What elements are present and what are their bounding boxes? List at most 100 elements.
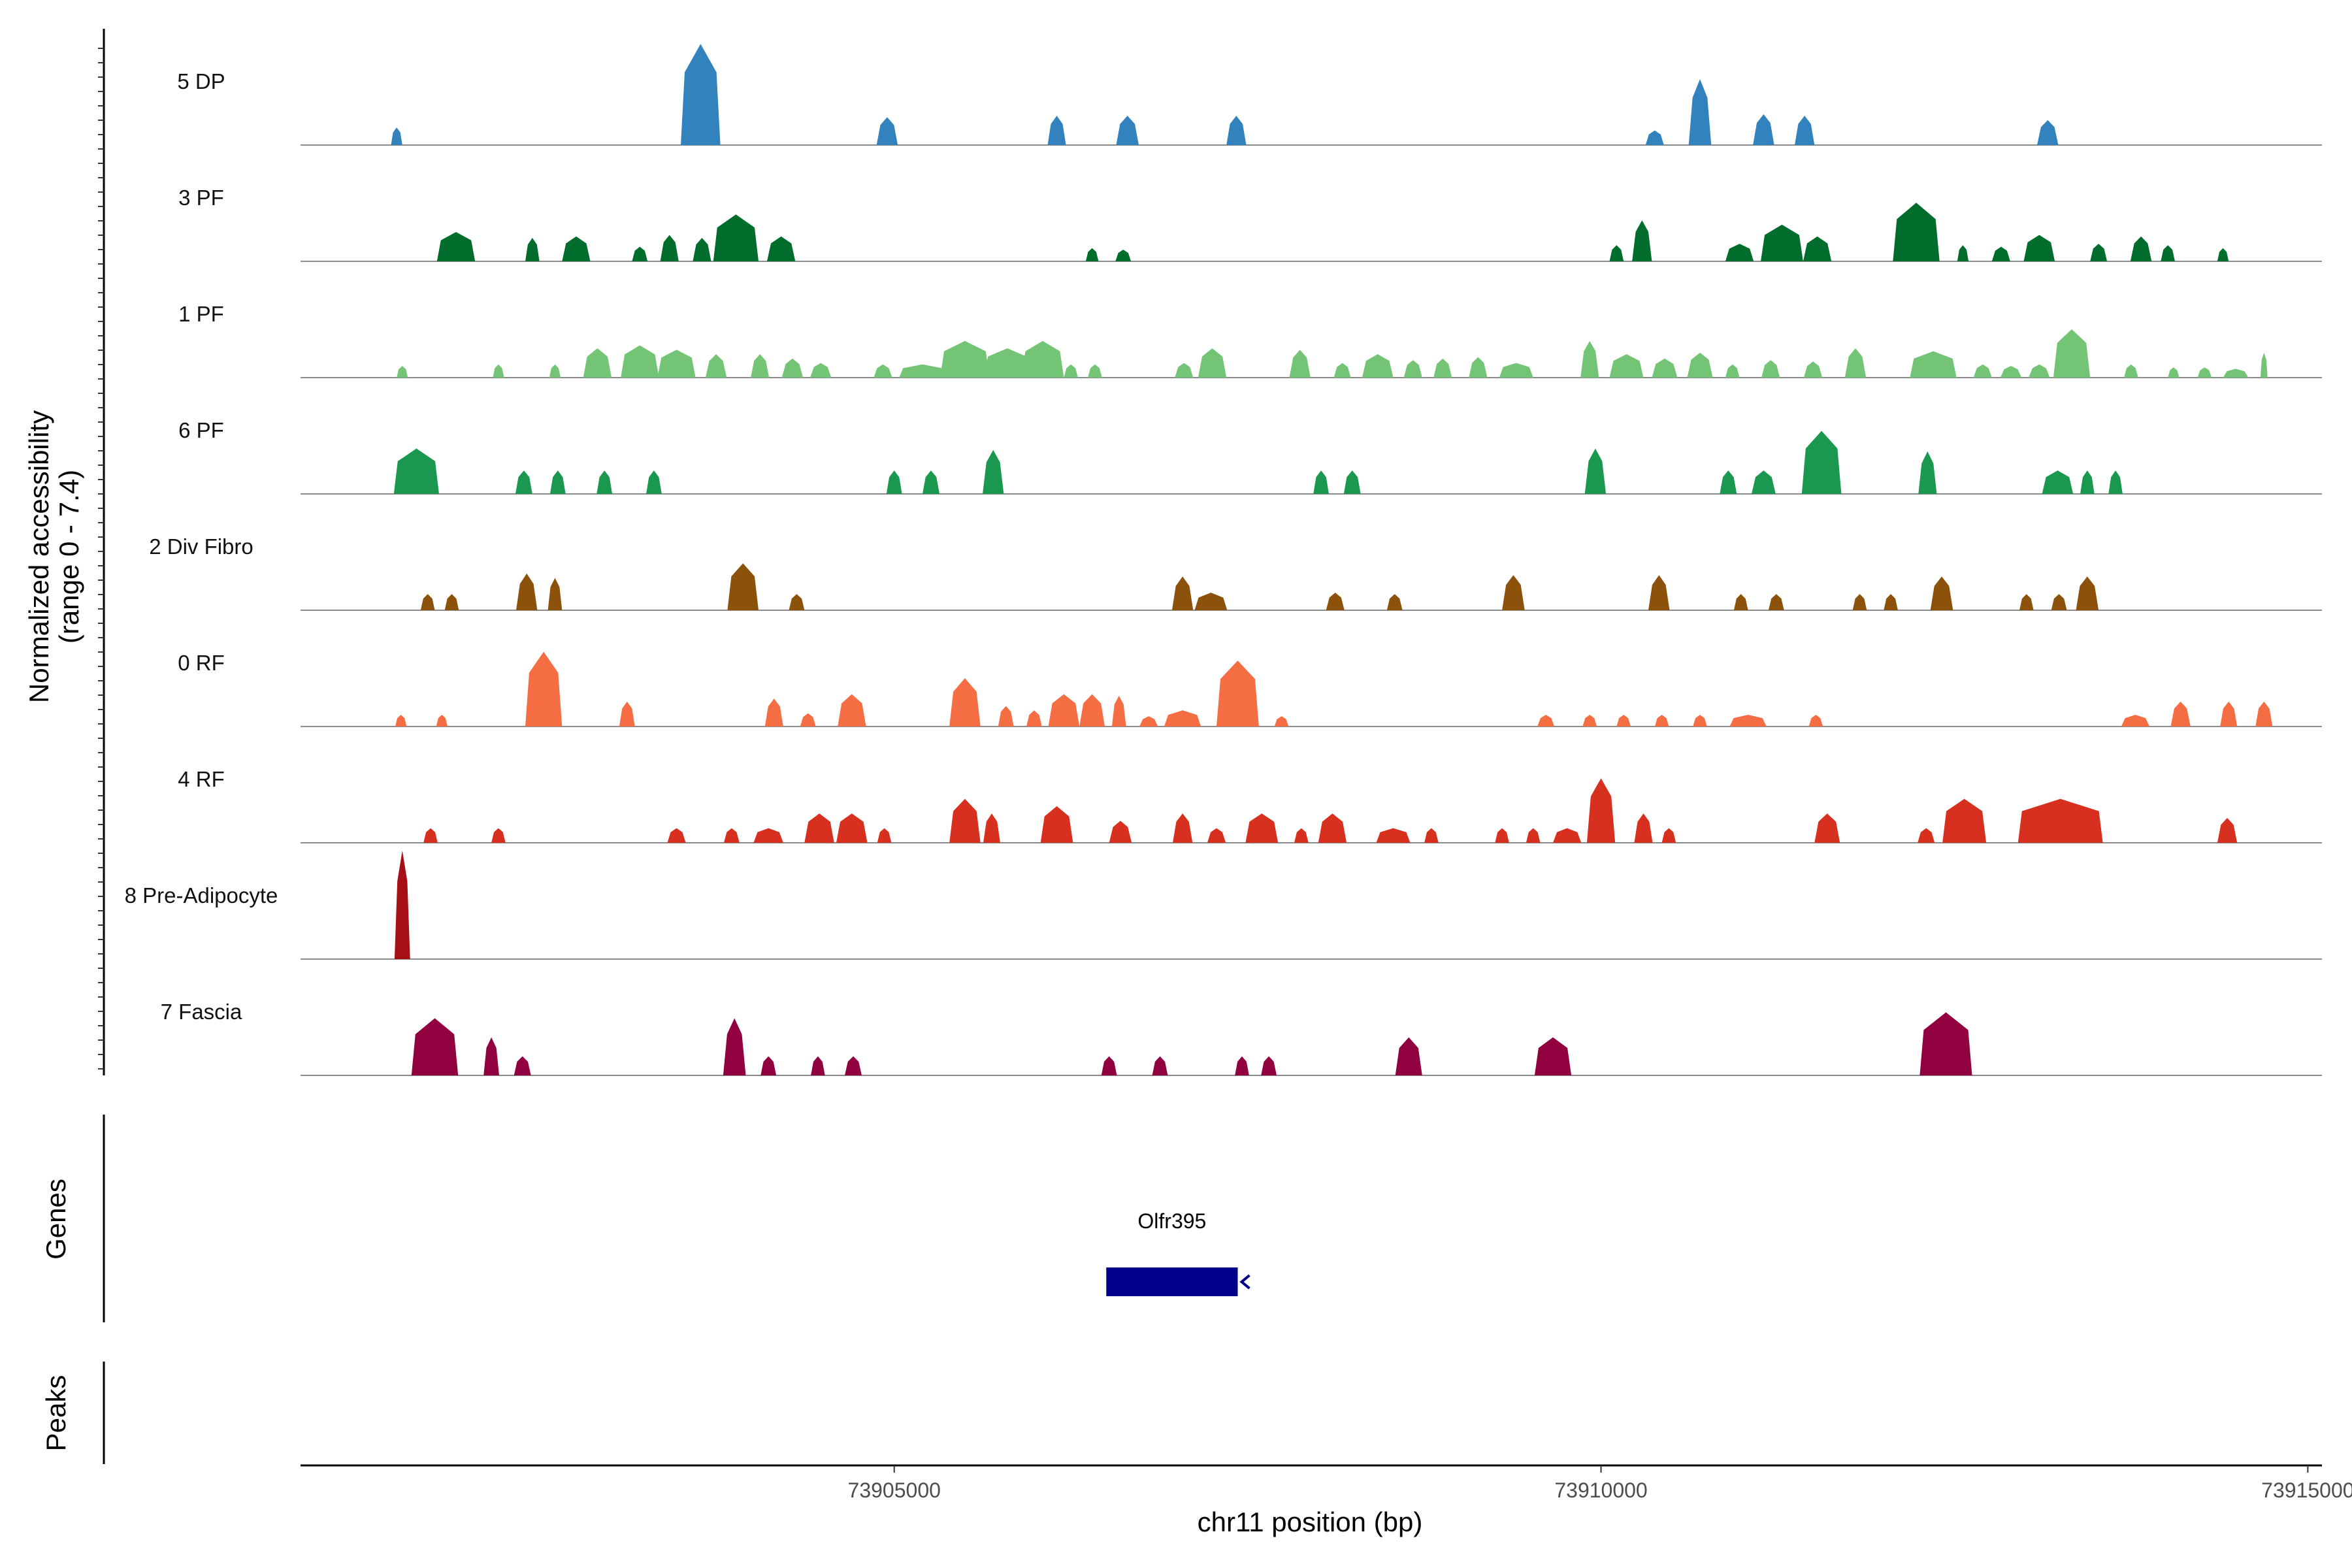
accessibility-peak	[1088, 364, 1102, 378]
track-8-pre-adipocyte: 8 Pre-Adipocyte	[125, 851, 2322, 960]
accessibility-peak	[1469, 357, 1488, 378]
accessibility-peak	[693, 238, 711, 261]
accessibility-peak	[2051, 594, 2067, 610]
accessibility-peak	[1580, 340, 1599, 378]
accessibility-peak	[1313, 470, 1329, 494]
accessibility-peak	[2053, 329, 2091, 378]
accessibility-peak	[810, 363, 832, 378]
accessibility-peak	[1634, 813, 1653, 843]
accessibility-peak	[1502, 575, 1525, 610]
accessibility-peak	[1433, 358, 1452, 378]
accessibility-peak	[2042, 470, 2074, 494]
accessibility-peak	[621, 345, 659, 378]
accessibility-peak	[1289, 350, 1311, 378]
accessibility-peak	[2260, 352, 2268, 378]
track-label: 0 RF	[178, 651, 225, 675]
accessibility-peak	[751, 354, 770, 378]
accessibility-peak	[753, 828, 783, 843]
track-label: 5 DP	[177, 69, 225, 93]
accessibility-peak	[1733, 594, 1748, 610]
accessibility-peak	[1235, 1056, 1249, 1075]
accessibility-peak	[1753, 114, 1774, 145]
accessibility-peak	[1395, 1037, 1422, 1075]
accessibility-peak	[2197, 367, 2212, 378]
accessibility-peak	[397, 366, 408, 378]
accessibility-peak	[660, 235, 679, 261]
accessibility-peak	[547, 578, 563, 610]
track-label: 7 Fascia	[161, 1000, 242, 1024]
accessibility-peak	[1064, 364, 1078, 378]
gene-label: Olfr395	[1137, 1209, 1206, 1233]
gene-annotations: Olfr395	[1106, 1209, 1250, 1296]
accessibility-peak	[2090, 244, 2108, 261]
accessibility-peak	[562, 236, 591, 261]
track-7-fascia: 7 Fascia	[161, 1000, 2322, 1076]
accessibility-peak	[2130, 236, 2152, 261]
accessibility-peak	[1688, 79, 1712, 145]
accessibility-peak	[845, 1056, 862, 1075]
accessibility-peak	[1957, 245, 1969, 261]
accessibility-peak	[1026, 710, 1042, 727]
accessibility-peak	[724, 828, 740, 843]
accessibility-peak	[2220, 701, 2238, 727]
accessibility-peak	[1175, 363, 1194, 378]
accessibility-peak	[789, 594, 805, 610]
accessibility-peak	[1808, 715, 1823, 727]
accessibility-peak	[1152, 1056, 1168, 1075]
accessibility-peak	[1609, 354, 1644, 378]
accessibility-peak	[632, 246, 648, 261]
genes-panel-title: Genes	[41, 1179, 71, 1260]
accessibility-peak	[1403, 360, 1422, 378]
accessibility-peak	[1930, 576, 1953, 610]
accessibility-peak	[1537, 715, 1555, 727]
accessibility-peak	[391, 127, 402, 145]
track-3-pf: 3 PF	[178, 186, 2322, 262]
accessibility-peak	[1973, 364, 1992, 378]
accessibility-peak	[764, 698, 783, 727]
track-label: 2 Div Fibro	[149, 534, 253, 559]
accessibility-peak	[1333, 363, 1351, 378]
accessibility-peak	[525, 238, 540, 261]
accessibility-peak	[2108, 470, 2123, 494]
accessibility-peak	[436, 232, 476, 261]
accessibility-peak	[444, 594, 459, 610]
accessibility-peak	[1261, 1056, 1277, 1075]
accessibility-peak	[760, 1056, 777, 1075]
accessibility-peak	[2076, 576, 2099, 610]
x-tick-label: 73910000	[1554, 1478, 1647, 1502]
accessibility-peak	[1115, 250, 1132, 261]
coverage-y-ticks	[98, 48, 104, 1070]
accessibility-peak	[395, 715, 407, 727]
accessibility-peak	[2037, 120, 2059, 145]
x-axis-title: chr11 position (bp)	[1198, 1507, 1423, 1537]
accessibility-peak	[1164, 710, 1201, 727]
x-tick-label: 73915000	[2261, 1478, 2352, 1502]
accessibility-peak	[2124, 364, 2138, 378]
track-label: 6 PF	[178, 418, 224, 442]
accessibility-peak	[2168, 367, 2180, 378]
accessibility-peak	[804, 813, 834, 843]
accessibility-peak	[1616, 715, 1631, 727]
accessibility-peak	[583, 348, 612, 378]
accessibility-peak	[493, 364, 504, 378]
accessibility-peak	[1116, 116, 1139, 145]
accessibility-peak	[667, 828, 686, 843]
accessibility-peak	[1804, 361, 1823, 378]
accessibility-peak	[923, 470, 939, 494]
accessibility-peak	[836, 813, 868, 843]
accessibility-peak	[1171, 576, 1194, 610]
accessibility-peak	[1648, 575, 1670, 610]
accessibility-peak	[515, 470, 532, 494]
accessibility-peak	[420, 594, 435, 610]
accessibility-peak	[1795, 116, 1815, 145]
accessibility-peak	[949, 678, 981, 727]
accessibility-peak	[2255, 701, 2273, 727]
accessibility-peak	[411, 1018, 459, 1075]
accessibility-peak	[1198, 348, 1227, 378]
accessibility-peak	[394, 851, 410, 959]
accessibility-peak	[2217, 248, 2229, 261]
accessibility-peak	[1553, 828, 1582, 843]
accessibility-peak	[514, 1056, 531, 1075]
accessibility-peak	[1101, 1056, 1117, 1075]
accessibility-peak	[1752, 470, 1776, 494]
